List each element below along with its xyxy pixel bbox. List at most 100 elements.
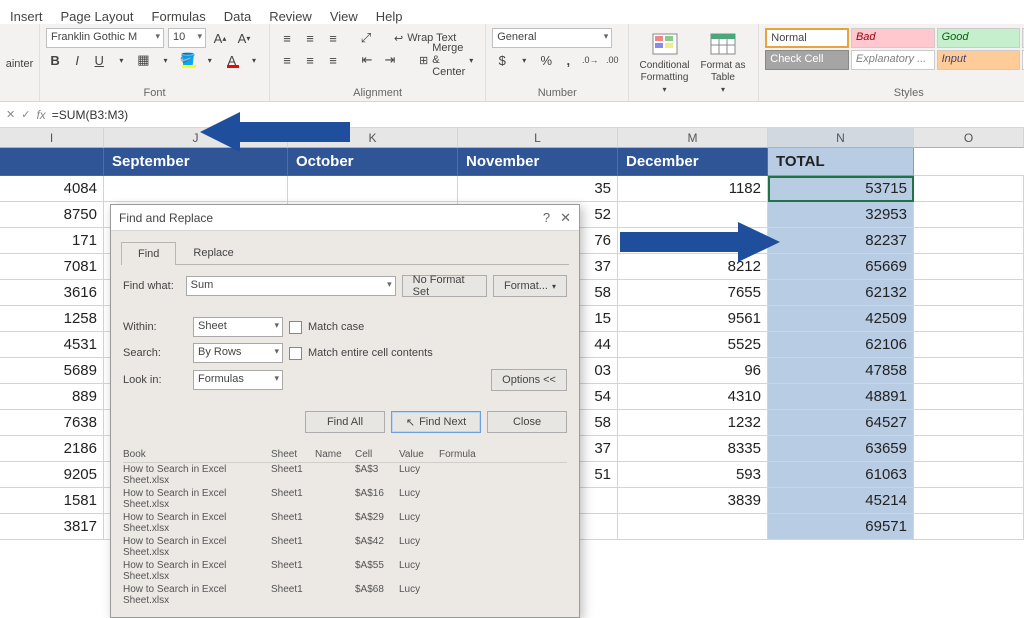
cell[interactable]: 42509 [768,306,914,332]
cell[interactable]: 8750 [0,202,104,228]
cell[interactable]: 8212 [618,254,768,280]
underline-dd-icon[interactable]: ▾ [112,50,130,70]
cell[interactable]: 3839 [618,488,768,514]
cell[interactable]: 4531 [0,332,104,358]
cell[interactable]: 32953 [768,202,914,228]
cell[interactable] [914,228,1024,254]
header-september[interactable]: September [104,148,288,176]
tab-data[interactable]: Data [224,9,251,24]
col-K[interactable]: K [288,128,458,148]
align-center-icon[interactable]: ≡ [299,50,321,70]
header-november[interactable]: November [458,148,618,176]
fontcolor-dd-icon[interactable]: ▾ [245,50,263,70]
cell[interactable] [618,514,768,540]
find-next-button[interactable]: ↖Find Next [391,411,481,433]
cell[interactable] [914,176,1024,202]
cell[interactable] [914,254,1024,280]
conditional-formatting-button[interactable]: Conditional Formatting ▾ [635,28,694,99]
find-what-input[interactable]: Sum [186,276,396,296]
font-color-button[interactable]: A [223,50,241,70]
find-all-button[interactable]: Find All [305,411,385,433]
align-middle-icon[interactable]: ≡ [299,28,321,48]
increase-indent-icon[interactable]: ⇥ [379,50,401,70]
comma-icon[interactable]: , [558,50,578,70]
tab-review[interactable]: Review [269,9,312,24]
cell[interactable]: 64527 [768,410,914,436]
number-format-select[interactable]: General [492,28,612,48]
cell[interactable] [914,462,1024,488]
col-J[interactable]: J [104,128,288,148]
result-row[interactable]: How to Search in Excel Sheet.xlsxSheet1$… [123,463,567,487]
header-empty[interactable] [914,148,1024,176]
formula-input[interactable]: =SUM(B3:M3) [52,108,128,122]
cell[interactable]: 9561 [618,306,768,332]
close-icon[interactable]: ✕ [560,210,571,226]
col-M[interactable]: M [618,128,768,148]
cell[interactable]: 3817 [0,514,104,540]
font-name-select[interactable]: Franklin Gothic M [46,28,164,48]
style-good[interactable]: Good [937,28,1021,48]
format-button[interactable]: Format... ▾ [493,275,567,297]
cell[interactable] [104,176,288,202]
style-input[interactable]: Input [937,50,1021,70]
cell[interactable]: 7638 [0,410,104,436]
cell[interactable]: 171 [0,228,104,254]
increase-font-icon[interactable]: A▴ [210,28,230,48]
tab-page-layout[interactable]: Page Layout [61,9,134,24]
border-dd-icon[interactable]: ▾ [156,50,174,70]
increase-decimal-icon[interactable]: .0→ [580,50,600,70]
cell[interactable] [618,202,768,228]
cell[interactable]: 9205 [0,462,104,488]
enter-formula-icon[interactable]: ✓ [21,108,30,121]
merge-center-button[interactable]: ⊞ Merge & Center ▾ [413,50,479,70]
cell[interactable]: 593 [618,462,768,488]
result-row[interactable]: How to Search in Excel Sheet.xlsxSheet1$… [123,559,567,583]
align-right-icon[interactable]: ≡ [322,50,344,70]
cell[interactable]: 5689 [0,358,104,384]
search-select[interactable]: By Rows [193,343,283,363]
fill-dd-icon[interactable]: ▾ [201,50,219,70]
cell[interactable] [914,202,1024,228]
accounting-dd-icon[interactable]: ▾ [514,50,534,70]
merge-dd-icon[interactable]: ▾ [469,56,473,65]
result-row[interactable]: How to Search in Excel Sheet.xlsxSheet1$… [123,487,567,511]
cell[interactable]: 889 [0,384,104,410]
cell[interactable]: 48891 [768,384,914,410]
cell[interactable] [288,176,458,202]
match-entire-checkbox[interactable] [289,347,302,360]
cell[interactable]: 1258 [0,306,104,332]
cell[interactable]: 96 [618,358,768,384]
cell[interactable]: 1182 [618,176,768,202]
cancel-formula-icon[interactable]: ✕ [6,108,15,121]
format-painter-label[interactable]: ainter [6,58,34,70]
cell[interactable]: 3616 [0,280,104,306]
header-december[interactable]: December [618,148,768,176]
style-bad[interactable]: Bad [851,28,935,48]
col-L[interactable]: L [458,128,618,148]
bold-button[interactable]: B [46,50,64,70]
align-top-icon[interactable]: ≡ [276,28,298,48]
result-row[interactable]: How to Search in Excel Sheet.xlsxSheet1$… [123,511,567,535]
header-total[interactable]: TOTAL [768,148,914,176]
cell[interactable] [914,332,1024,358]
col-N[interactable]: N [768,128,914,148]
within-select[interactable]: Sheet [193,317,283,337]
cell[interactable]: 69571 [768,514,914,540]
percent-icon[interactable]: % [536,50,556,70]
cell[interactable]: 4084 [0,176,104,202]
cell[interactable] [914,384,1024,410]
cell[interactable] [914,306,1024,332]
tab-view[interactable]: View [330,9,358,24]
result-row[interactable]: How to Search in Excel Sheet.xlsxSheet1$… [123,535,567,559]
style-normal[interactable]: Normal [765,28,849,48]
tab-insert[interactable]: Insert [10,9,43,24]
cell[interactable]: 8335 [618,436,768,462]
tab-help[interactable]: Help [376,9,403,24]
help-icon[interactable]: ? [543,210,550,226]
cell[interactable] [914,436,1024,462]
fx-icon[interactable]: fx [36,108,45,122]
accounting-icon[interactable]: $ [492,50,512,70]
orientation-icon[interactable]: ⤢ [356,28,376,48]
col-O[interactable]: O [914,128,1024,148]
cell[interactable]: 5525 [618,332,768,358]
